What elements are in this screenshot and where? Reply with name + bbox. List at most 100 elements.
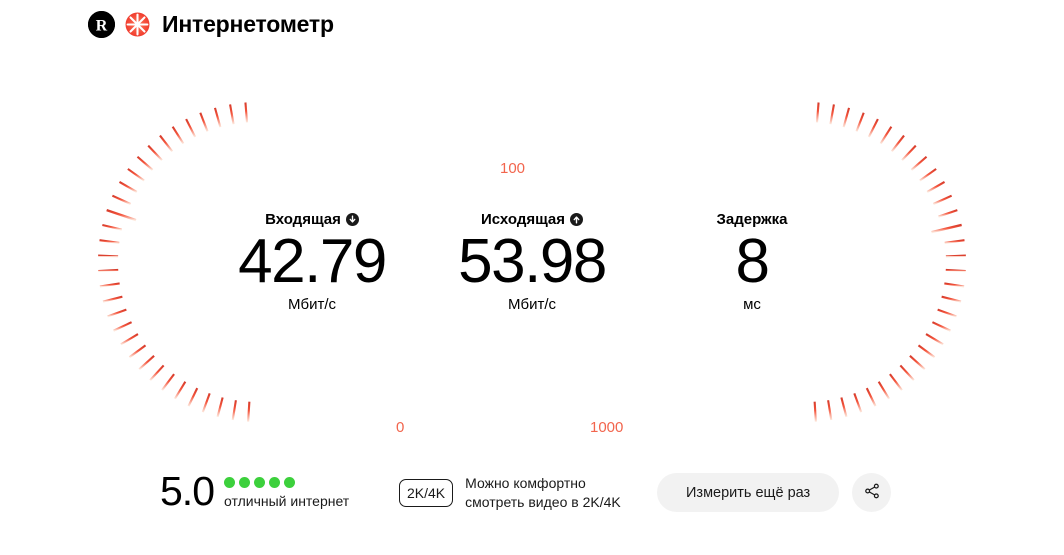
gauge-tick [120, 333, 139, 346]
gauge-tick [815, 102, 820, 123]
gauge-tick-major [931, 223, 962, 234]
gauge-tick [161, 373, 175, 391]
gauge-tick [879, 126, 893, 145]
gauge-tick [945, 268, 966, 273]
metric-latency: Задержка 8 мс [642, 210, 862, 314]
gauge-tick [937, 308, 957, 318]
rating-text: отличный интернет [224, 493, 350, 509]
gauge-tick [111, 194, 132, 205]
gauge-tick [865, 387, 877, 407]
internetometer-logo-icon [124, 11, 151, 38]
gauge-tick [113, 321, 133, 332]
gauge-tick [877, 381, 890, 400]
gauge-tick [147, 144, 163, 161]
gauge-tick [159, 134, 174, 152]
video-quality-badge: 2K/4K [399, 478, 454, 507]
gauge-tick [909, 355, 926, 371]
metric-download-unit: Мбит/с [287, 296, 336, 314]
app-title: Интернетометр [162, 11, 334, 37]
metric-download: Входящая 42.79 Мбит/с [202, 210, 422, 314]
gauge-tick [98, 268, 119, 273]
metric-upload-label: Исходящая [480, 210, 566, 228]
video-quality-text-line2: смотреть видео в 2K/4K [465, 493, 621, 510]
speed-gauge: 0 100 1000 [0, 60, 1064, 460]
arrow-down-circle-icon [345, 212, 359, 226]
gauge-tick [128, 344, 147, 359]
rating-block: 5.0 отличный интернет [160, 471, 350, 512]
gauge-tick [216, 397, 224, 418]
gauge-tick [855, 112, 865, 132]
gauge-tick [118, 181, 138, 193]
gauge-tick [944, 282, 965, 288]
gauge-tick [138, 355, 155, 371]
gauge-tick [199, 112, 209, 132]
remeasure-button[interactable]: Измерить ещё раз [657, 473, 840, 512]
metric-download-value: 42.79 [238, 227, 387, 296]
svg-text:Я: Я [95, 18, 107, 35]
metrics-row: Входящая 42.79 Мбит/с Исходящая 53.98 Мб… [0, 210, 1064, 314]
rating-dot [254, 477, 265, 488]
gauge-tick [945, 254, 966, 258]
share-button[interactable] [852, 473, 892, 512]
metric-download-header: Входящая [202, 210, 422, 228]
gauge-ticks [98, 102, 966, 422]
metric-latency-label: Задержка [716, 210, 788, 228]
gauge-tick-major [106, 208, 137, 222]
gauge-tick [889, 373, 903, 391]
gauge-tick [213, 107, 222, 128]
gauge-tick [842, 107, 851, 128]
gauge-tick [840, 397, 848, 418]
metric-download-label: Входящая [265, 210, 341, 228]
video-quality-block: 2K/4K Можно комфортно смотреть видео в 2… [399, 474, 621, 512]
gauge-tick [107, 308, 127, 318]
gauge-tick [899, 364, 915, 381]
gauge-tick [813, 401, 817, 422]
metric-upload-header: Исходящая [422, 210, 642, 228]
rating-dot [269, 477, 280, 488]
gauge-tick [926, 181, 946, 193]
yandex-logo-icon: Я [88, 11, 115, 38]
rating-dots [224, 477, 349, 488]
gauge-tick [149, 364, 165, 381]
metric-upload-value: 53.98 [458, 227, 607, 296]
gauge-tick [941, 295, 962, 303]
metric-upload: Исходящая 53.98 Мбит/с [422, 210, 642, 314]
gauge-tick [136, 155, 154, 171]
gauge-tick [231, 400, 237, 421]
gauge-tick [827, 400, 833, 421]
gauge-tick [102, 223, 123, 231]
share-icon [863, 482, 881, 503]
rating-dot [284, 477, 295, 488]
rating-dot [239, 477, 250, 488]
gauge-tick [98, 254, 119, 258]
arrow-up-circle-icon [570, 212, 584, 226]
gauge-tick [247, 401, 251, 422]
gauge-tick [917, 344, 936, 359]
gauge-tick [901, 144, 917, 161]
gauge-tick [99, 239, 120, 244]
gauge-label-max: 1000 [590, 419, 624, 436]
metric-latency-unit: мс [743, 296, 761, 314]
gauge-tick [185, 118, 197, 138]
gauge-tick [925, 333, 944, 346]
gauge-tick [171, 126, 185, 145]
gauge-tick [99, 282, 120, 288]
gauge-tick [102, 295, 123, 303]
rating-dot [224, 477, 235, 488]
gauge-label-mid: 100 [500, 160, 526, 177]
gauge-tick [938, 209, 958, 218]
gauge-tick [127, 168, 145, 182]
video-quality-text: Можно комфортно смотреть видео в 2K/4K [465, 474, 621, 512]
metric-latency-header: Задержка [642, 210, 862, 228]
gauge-tick [890, 134, 905, 152]
gauge-tick [919, 168, 937, 182]
gauge-tick [244, 102, 249, 123]
metric-latency-value: 8 [735, 227, 770, 296]
gauge-tick [910, 155, 928, 171]
gauge-label-min: 0 [396, 419, 405, 436]
results-footer: 5.0 отличный интернет 2K/4K Можно комфор… [0, 468, 1064, 528]
gauge-tick [944, 239, 965, 244]
gauge-tick [187, 387, 199, 407]
gauge-tick [201, 393, 211, 413]
metric-upload-unit: Мбит/с [507, 296, 556, 314]
